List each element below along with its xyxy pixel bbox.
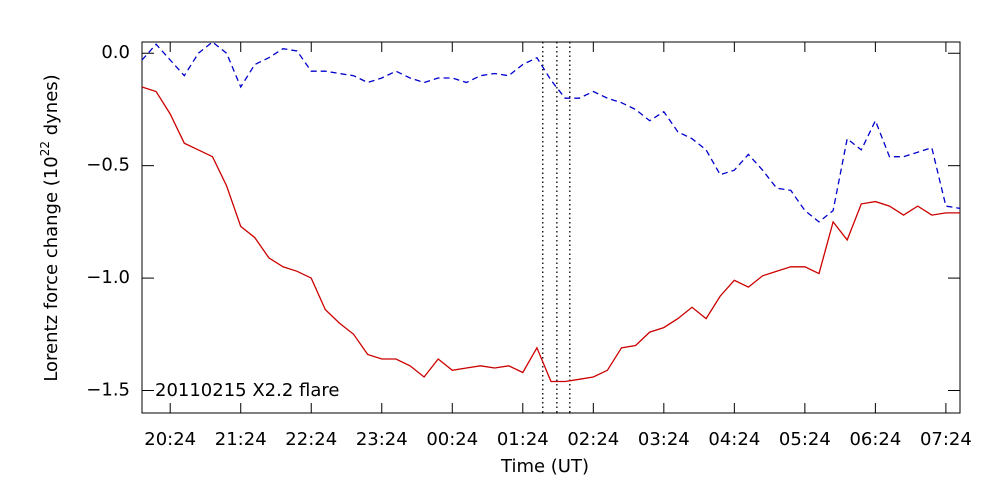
x-tick-label: 04:24 <box>708 429 760 450</box>
y-tick-label: 0.0 <box>101 42 130 63</box>
x-tick-label: 03:24 <box>638 429 690 450</box>
x-tick-label: 23:24 <box>356 429 408 450</box>
x-tick-label: 00:24 <box>426 429 478 450</box>
y-axis-label: Lorentz force change (1022 dynes) <box>38 74 63 381</box>
x-tick-label: 06:24 <box>849 429 901 450</box>
x-tick-label: 01:24 <box>497 429 549 450</box>
x-tick-label: 20:24 <box>144 429 196 450</box>
y-tick-label: −0.5 <box>86 155 130 176</box>
x-tick-label: 22:24 <box>285 429 337 450</box>
x-axis-label: Time (UT) <box>500 456 589 477</box>
y-tick-label: −1.5 <box>86 380 130 401</box>
x-tick-label: 21:24 <box>215 429 267 450</box>
y-tick-label: −1.0 <box>86 267 130 288</box>
series-line <box>141 86 960 383</box>
x-tick-label: 05:24 <box>779 429 831 450</box>
annotation: 20110215 X2.2 flare <box>155 380 339 401</box>
plot-frame <box>141 41 961 414</box>
x-tick-label: 02:24 <box>567 429 619 450</box>
series-line <box>141 41 961 223</box>
x-tick-label: 07:24 <box>920 429 972 450</box>
